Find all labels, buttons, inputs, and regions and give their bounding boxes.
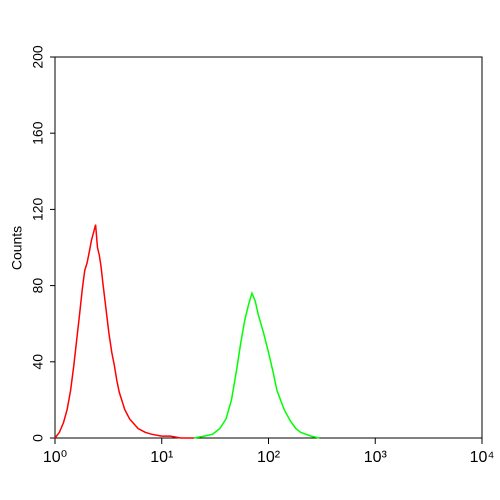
x-tick-label: 10¹ <box>150 449 173 466</box>
histogram-line <box>193 291 320 439</box>
y-tick-label: 40 <box>30 354 46 370</box>
histogram-line <box>54 224 194 439</box>
x-tick-label: 10⁰ <box>43 449 67 466</box>
x-tick-label: 10² <box>257 449 281 466</box>
y-axis-label: Counts <box>9 226 25 270</box>
x-tick-label: 10³ <box>364 449 388 466</box>
y-tick-label: 80 <box>30 278 46 294</box>
x-tick-label: 10⁴ <box>470 449 495 466</box>
y-tick-label: 0 <box>30 434 46 442</box>
y-tick-label: 160 <box>30 121 46 145</box>
y-tick-label: 200 <box>30 45 46 69</box>
y-tick-label: 120 <box>30 198 46 222</box>
plot-frame <box>54 56 483 439</box>
